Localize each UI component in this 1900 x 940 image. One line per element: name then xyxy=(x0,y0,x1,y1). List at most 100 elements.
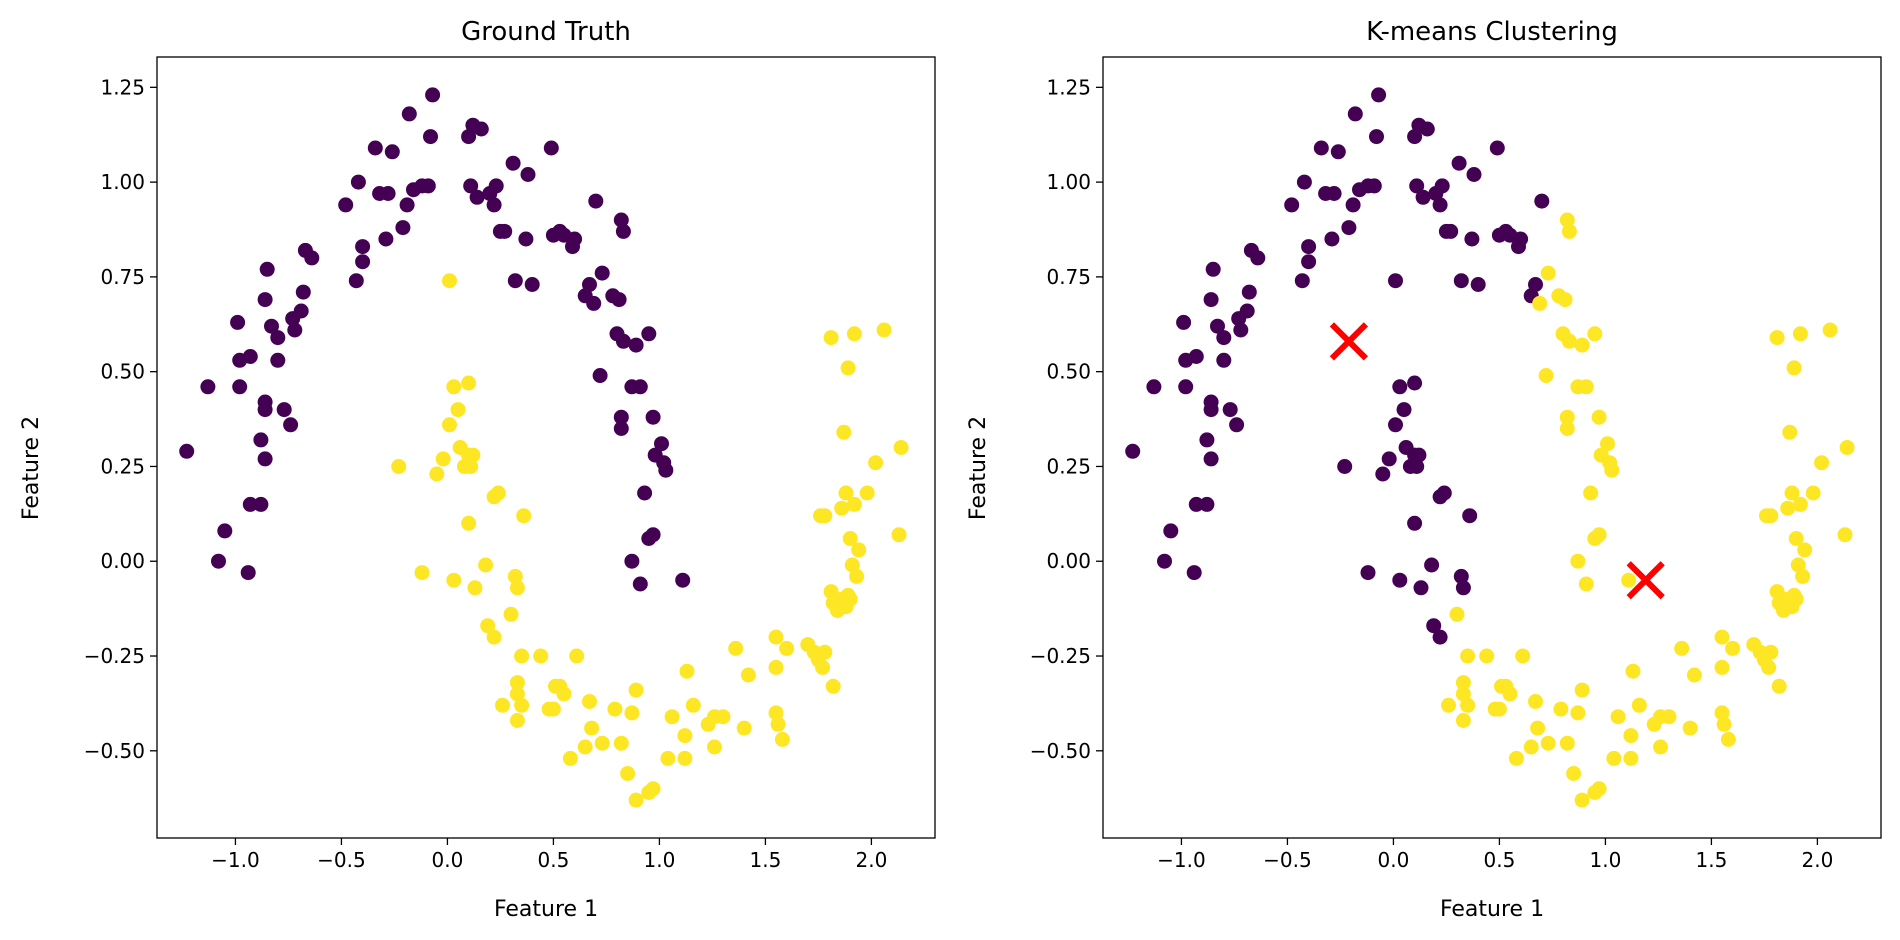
kmeans-point-series-1 xyxy=(1540,735,1556,751)
ground-truth-point-series-1 xyxy=(516,508,532,524)
ground-truth-point-series-1 xyxy=(834,500,850,516)
kmeans-point-series-0 xyxy=(1330,144,1346,160)
ground-truth-point-series-0 xyxy=(592,368,608,383)
ground-truth-point-series-1 xyxy=(495,697,510,713)
ground-truth-point-series-0 xyxy=(287,322,303,338)
ground-truth-point-series-1 xyxy=(768,659,784,675)
kmeans-point-series-1 xyxy=(1797,542,1813,558)
ground-truth-axes-frame xyxy=(156,56,936,839)
ground-truth-point-series-1 xyxy=(685,697,701,713)
kmeans-point-series-0 xyxy=(1301,254,1317,270)
ground-truth-point-series-1 xyxy=(768,705,784,721)
kmeans-point-series-1 xyxy=(1587,326,1603,342)
kmeans-ytick-label: 0.25 xyxy=(1046,454,1091,478)
ground-truth-point-series-0 xyxy=(524,277,540,292)
kmeans-point-series-0 xyxy=(1301,239,1317,255)
kmeans-point-series-1 xyxy=(1455,686,1471,702)
ground-truth-point-series-1 xyxy=(514,697,530,713)
ground-truth-point-series-1 xyxy=(851,542,867,558)
ground-truth-point-series-1 xyxy=(414,565,430,581)
ground-truth-point-series-1 xyxy=(624,705,640,721)
kmeans-point-series-0 xyxy=(1419,121,1435,137)
ground-truth-point-series-0 xyxy=(632,379,648,395)
ground-truth-point-series-0 xyxy=(463,178,479,194)
ground-truth-point-series-1 xyxy=(664,709,680,725)
ground-truth-point-series-1 xyxy=(509,686,525,702)
kmeans-point-series-1 xyxy=(1591,409,1607,425)
ground-truth-point-series-0 xyxy=(350,174,366,190)
kmeans-point-series-0 xyxy=(1199,432,1215,448)
kmeans-point-series-0 xyxy=(1345,197,1361,213)
ground-truth-point-series-1 xyxy=(770,716,786,732)
kmeans-point-series-1 xyxy=(1487,701,1503,717)
kmeans-point-series-0 xyxy=(1388,417,1403,433)
kmeans-point-series-1 xyxy=(1479,648,1495,664)
ground-truth-ytick-label: 0.25 xyxy=(100,454,145,478)
ground-truth-point-series-1 xyxy=(467,580,483,596)
ground-truth-point-series-0 xyxy=(395,220,411,236)
kmeans-point-series-1 xyxy=(1782,424,1798,440)
ground-truth-point-series-1 xyxy=(707,739,722,755)
ground-truth-points xyxy=(179,87,909,808)
kmeans-point-series-0 xyxy=(1216,330,1232,346)
ground-truth-point-series-0 xyxy=(283,417,299,433)
ground-truth-point-series-0 xyxy=(675,572,691,588)
kmeans-point-series-0 xyxy=(1462,508,1478,524)
kmeans-point-series-1 xyxy=(1449,606,1465,622)
ground-truth-point-series-1 xyxy=(679,663,695,679)
ground-truth-point-series-0 xyxy=(304,250,320,266)
kmeans-point-series-0 xyxy=(1186,565,1202,581)
ground-truth-ytick-label: 0.75 xyxy=(100,265,145,289)
ground-truth-point-series-0 xyxy=(264,318,279,334)
ground-truth-point-series-0 xyxy=(613,421,629,436)
kmeans-point-series-1 xyxy=(1625,663,1641,679)
kmeans-point-series-0 xyxy=(1409,178,1425,194)
ground-truth-point-series-1 xyxy=(435,451,451,467)
ground-truth-point-series-1 xyxy=(628,682,644,698)
ground-truth-point-series-0 xyxy=(488,178,504,194)
ground-truth-point-series-1 xyxy=(391,459,407,474)
ground-truth-point-series-1 xyxy=(480,618,496,634)
kmeans-point-series-0 xyxy=(1313,140,1329,156)
kmeans-point-series-1 xyxy=(1559,212,1575,228)
kmeans-point-series-1 xyxy=(1805,485,1821,501)
ground-truth-point-series-0 xyxy=(628,337,644,353)
kmeans-point-series-1 xyxy=(1528,694,1543,709)
ground-truth-point-series-0 xyxy=(543,140,559,156)
kmeans-point-series-1 xyxy=(1559,409,1575,425)
ground-truth-point-series-0 xyxy=(378,231,394,247)
kmeans-point-series-0 xyxy=(1413,580,1429,596)
kmeans-point-series-0 xyxy=(1157,553,1172,569)
kmeans-point-series-0 xyxy=(1434,178,1450,194)
ground-truth-point-series-0 xyxy=(270,352,286,368)
ground-truth-point-series-1 xyxy=(645,781,661,797)
ground-truth-point-series-0 xyxy=(586,295,602,311)
ground-truth-point-series-1 xyxy=(465,447,481,463)
kmeans-point-series-0 xyxy=(1407,515,1423,531)
kmeans-point-series-1 xyxy=(1714,659,1730,675)
ground-truth-xtick-label: 0.5 xyxy=(538,848,570,872)
ground-truth-point-series-0 xyxy=(425,87,441,103)
ground-truth-point-series-0 xyxy=(293,303,309,319)
kmeans-point-series-0 xyxy=(1443,223,1459,239)
kmeans-point-series-1 xyxy=(1561,333,1577,349)
ground-truth-point-series-1 xyxy=(842,591,858,607)
ground-truth-point-series-0 xyxy=(567,231,583,247)
kmeans-point-series-0 xyxy=(1205,261,1221,277)
ground-truth-point-series-1 xyxy=(817,508,833,524)
kmeans-point-series-0 xyxy=(1528,277,1543,292)
kmeans-point-series-1 xyxy=(1790,557,1806,573)
ground-truth-point-series-0 xyxy=(518,231,534,247)
ground-truth-point-series-0 xyxy=(380,186,396,201)
kmeans-xtick-label: 1.0 xyxy=(1590,848,1622,872)
ground-truth-point-series-1 xyxy=(660,750,676,766)
ground-truth-point-series-1 xyxy=(849,568,865,584)
ground-truth-xtick-label: 2.0 xyxy=(855,848,887,872)
kmeans-xtick-label: 0.0 xyxy=(1378,848,1410,872)
kmeans-point-series-1 xyxy=(1623,750,1639,766)
ground-truth-point-series-0 xyxy=(240,565,256,581)
kmeans-point-series-0 xyxy=(1241,284,1257,300)
ground-truth-point-series-0 xyxy=(507,273,523,289)
ground-truth-point-series-0 xyxy=(615,223,631,239)
kmeans-point-series-0 xyxy=(1125,443,1141,459)
